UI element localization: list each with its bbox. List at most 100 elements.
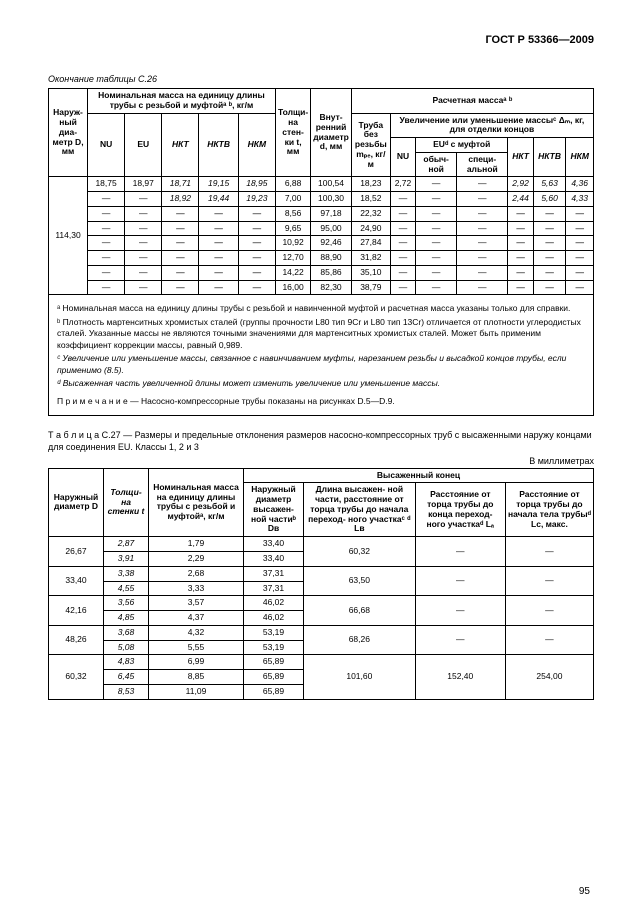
table-cell: —	[533, 221, 566, 236]
table-cell: 3,56	[104, 596, 149, 611]
table-cell: —	[457, 251, 508, 266]
t1-h-EU: EU	[125, 113, 162, 177]
table-cell: —	[390, 221, 415, 236]
table-cell: —	[125, 265, 162, 280]
table-cell: 2,68	[149, 566, 244, 581]
table-cell: 100,30	[311, 192, 352, 207]
table-cell: 12,70	[275, 251, 310, 266]
table-cell: —	[162, 265, 199, 280]
table-cell: 2,44	[508, 192, 533, 207]
table-cell: —	[508, 265, 533, 280]
t1-h-t: Толщи- на стен- ки t, мм	[275, 89, 310, 177]
table-cell: —	[457, 280, 508, 295]
table-cell: —	[566, 206, 594, 221]
table-cell: 18,52	[351, 192, 390, 207]
table-cell: —	[566, 265, 594, 280]
table-cell: —	[125, 192, 162, 207]
t1-caption: Окончание таблицы С.26	[48, 74, 594, 84]
t1-notes: ᵃ Номинальная масса на единицу длины тру…	[49, 295, 594, 416]
table-cell: 4,37	[149, 611, 244, 626]
note-b: ᵇ Плотность мартенситных хромистых стале…	[57, 317, 585, 351]
table-cell: —	[508, 280, 533, 295]
table-cell: —	[162, 221, 199, 236]
table-cell: —	[508, 221, 533, 236]
table-cell: —	[390, 192, 415, 207]
table-cell: —	[415, 596, 505, 626]
table-cell: 10,92	[275, 236, 310, 251]
table-cell: —	[457, 236, 508, 251]
table-cell: 19,15	[199, 177, 238, 192]
table-cell: 88,90	[311, 251, 352, 266]
table-cell: —	[505, 596, 593, 626]
table-cell: 65,89	[244, 684, 304, 699]
t1-h-dNU: NU	[390, 138, 415, 177]
table-cell: 4,32	[149, 625, 244, 640]
table-cell: —	[390, 206, 415, 221]
table-cell: —	[88, 206, 125, 221]
t2-unit: В миллиметрах	[48, 456, 594, 466]
table-cell: 60,32	[304, 537, 416, 567]
table-cell: 46,02	[244, 596, 304, 611]
table-cell: —	[457, 177, 508, 192]
table-c26: Наруж- ный диа- метр D, мм Номинальная м…	[48, 88, 594, 416]
table-cell: 8,85	[149, 670, 244, 685]
table-cell: 26,67	[49, 537, 104, 567]
table-cell: 65,89	[244, 670, 304, 685]
table-cell: 100,54	[311, 177, 352, 192]
table-cell: 68,26	[304, 625, 416, 655]
table-cell: —	[416, 221, 457, 236]
table-cell: —	[505, 537, 593, 567]
table-cell: —	[125, 206, 162, 221]
table-cell: 2,29	[149, 551, 244, 566]
table-c27: Наружный диаметр D Толщи- на стенки t Но…	[48, 468, 594, 700]
table-cell: 5,08	[104, 640, 149, 655]
table-cell: 66,68	[304, 596, 416, 626]
table-cell: —	[566, 251, 594, 266]
table-cell: 60,32	[49, 655, 104, 699]
table-cell: —	[508, 251, 533, 266]
table-cell: 19,44	[199, 192, 238, 207]
table-cell: —	[125, 280, 162, 295]
table-cell: —	[416, 265, 457, 280]
table-cell: 31,82	[351, 251, 390, 266]
t2-h-t: Толщи- на стенки t	[104, 468, 149, 537]
table-cell: —	[162, 206, 199, 221]
table-cell: —	[199, 280, 238, 295]
table-cell: 3,38	[104, 566, 149, 581]
table-cell: 65,89	[244, 655, 304, 670]
table-cell: —	[416, 192, 457, 207]
table-cell: 18,97	[125, 177, 162, 192]
table-cell: —	[533, 206, 566, 221]
table-cell: —	[566, 236, 594, 251]
t2-h-Lc: Расстояние от торца трубы до начала тела…	[505, 483, 593, 537]
t1-h-d: Внут- ренний диаметр d, мм	[311, 89, 352, 177]
table-cell: 18,23	[351, 177, 390, 192]
table-cell: —	[416, 236, 457, 251]
table-cell: 37,31	[244, 566, 304, 581]
table-cell: —	[533, 236, 566, 251]
table-cell: —	[238, 280, 275, 295]
table-cell: 53,19	[244, 640, 304, 655]
note-c: ᶜ Увеличение или уменьшение массы, связа…	[57, 353, 585, 376]
t2-h-La: Расстояние от торца трубы до конца перех…	[415, 483, 505, 537]
table-cell: —	[505, 625, 593, 655]
table-cell: 16,00	[275, 280, 310, 295]
table-cell: —	[533, 265, 566, 280]
table-cell: 92,46	[311, 236, 352, 251]
table-cell: —	[199, 236, 238, 251]
table-cell: —	[508, 206, 533, 221]
table-cell: —	[508, 236, 533, 251]
t2-caption: Т а б л и ц а С.27 — Размеры и предельны…	[48, 430, 594, 453]
table-cell: —	[238, 265, 275, 280]
table-cell: 95,00	[311, 221, 352, 236]
table-cell: 3,91	[104, 551, 149, 566]
table-cell: —	[88, 265, 125, 280]
table-cell: 4,55	[104, 581, 149, 596]
t1-h-dNKTV: НКТВ	[533, 138, 566, 177]
table-cell: 6,88	[275, 177, 310, 192]
table-cell: 18,95	[238, 177, 275, 192]
table-cell: —	[125, 236, 162, 251]
table-cell: 53,19	[244, 625, 304, 640]
table-cell: 5,60	[533, 192, 566, 207]
table-cell: —	[238, 251, 275, 266]
